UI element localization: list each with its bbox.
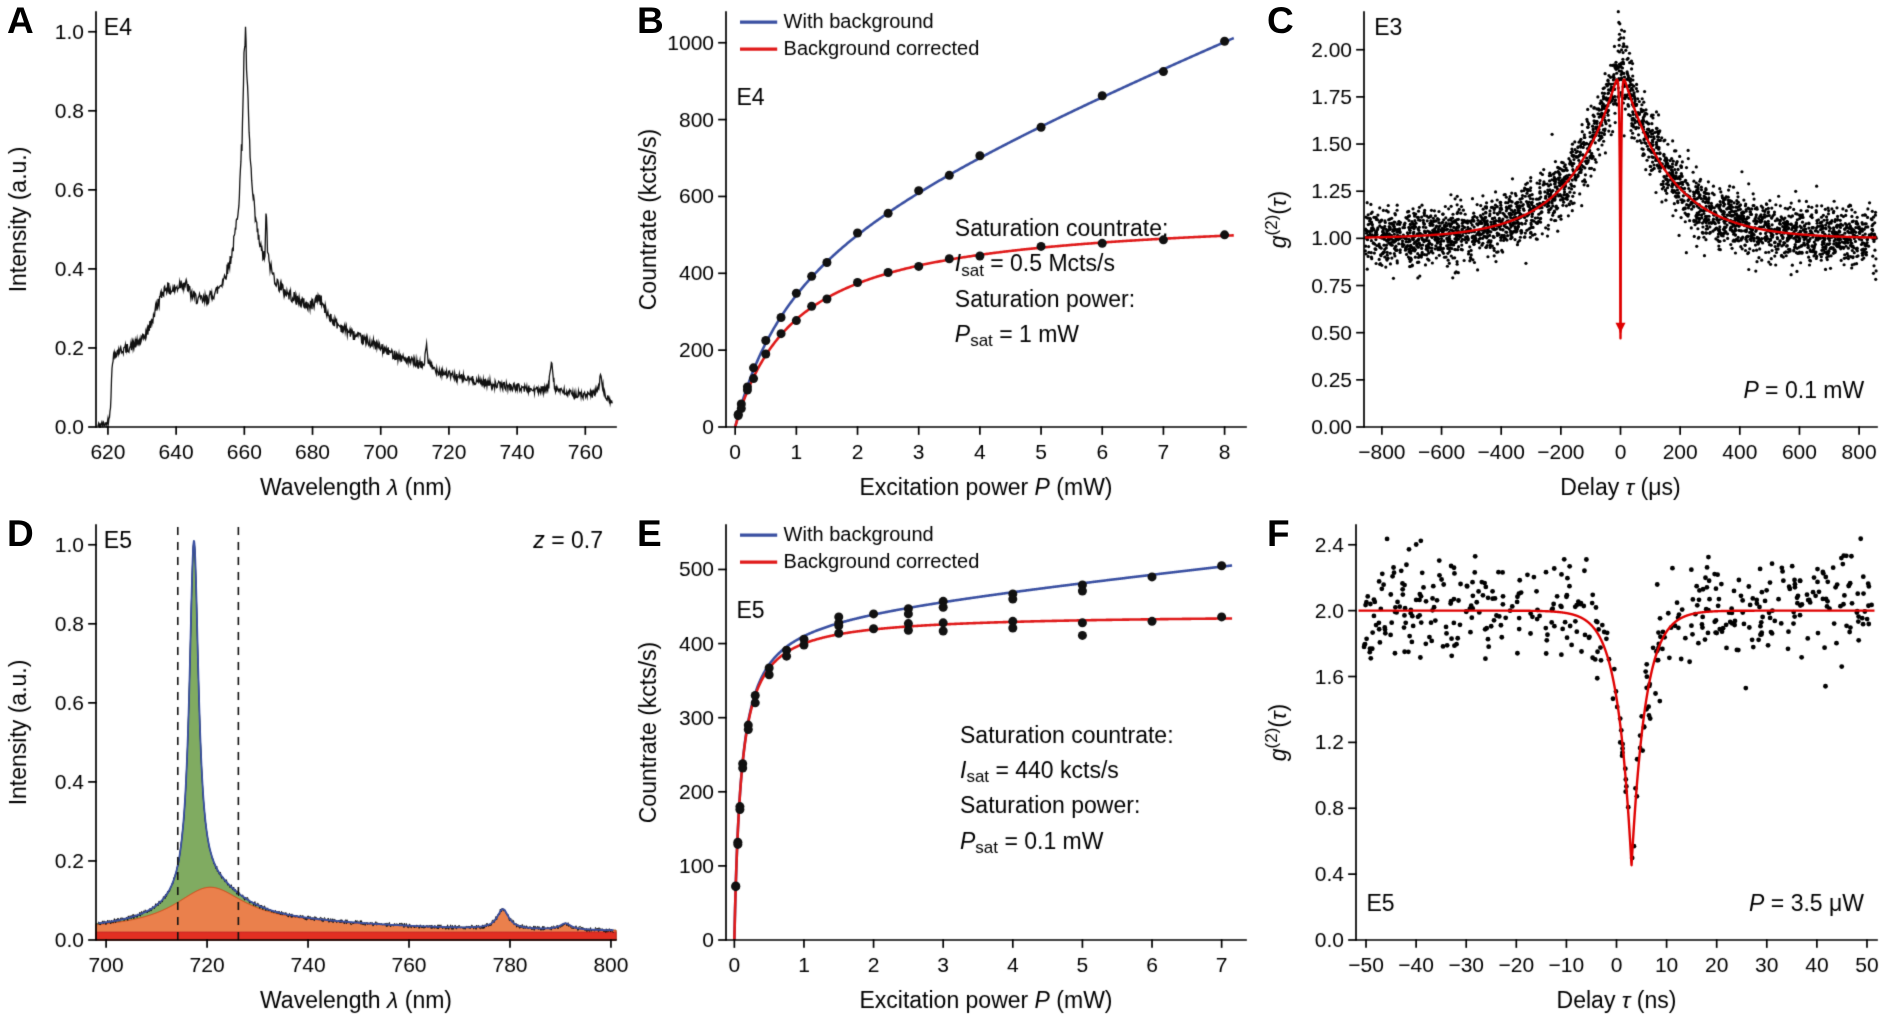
panel-letter-F: F — [1267, 513, 1290, 554]
panel-A: A — [0, 0, 630, 513]
panel-D-canvas — [0, 513, 630, 1026]
panel-C: C — [1260, 0, 1891, 513]
panel-D: D — [0, 513, 630, 1026]
panel-F-canvas — [1260, 513, 1891, 1026]
panel-E-canvas — [630, 513, 1260, 1026]
panel-letter-B: B — [637, 0, 664, 41]
panel-letter-D: D — [7, 513, 34, 554]
panel-A-canvas — [0, 0, 630, 513]
panel-letter-A: A — [7, 0, 34, 41]
panel-B: B — [630, 0, 1260, 513]
panel-letter-C: C — [1267, 0, 1294, 41]
panel-B-canvas — [630, 0, 1260, 513]
panel-E: E — [630, 513, 1260, 1026]
panel-F: F — [1260, 513, 1891, 1026]
panel-C-canvas — [1260, 0, 1891, 513]
panel-letter-E: E — [637, 513, 662, 554]
